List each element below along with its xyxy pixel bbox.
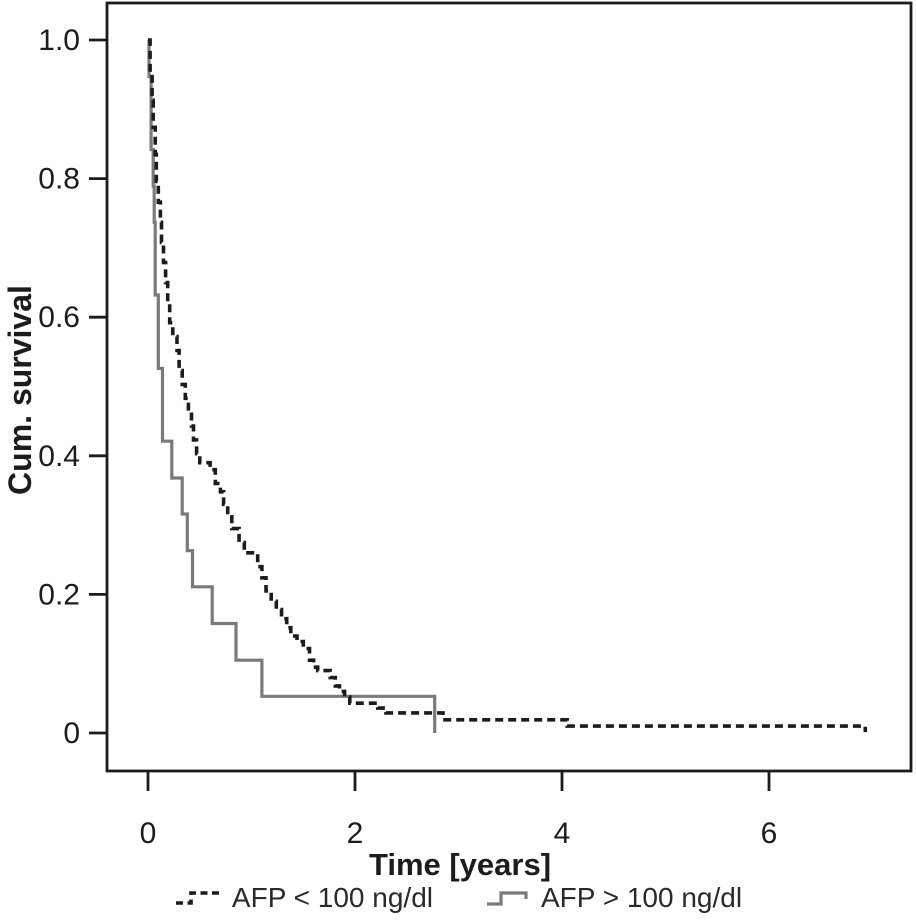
- legend-item-afp-low: AFP < 100 ng/dl: [174, 882, 433, 914]
- y-tick-label: 0.2: [38, 578, 80, 611]
- x-tick-label: 4: [554, 817, 571, 850]
- y-tick-label: 0.6: [38, 301, 80, 334]
- x-axis-title: Time [years]: [368, 847, 552, 882]
- axis-tick-labels: 0 0.2 0.4 0.6 0.8 1.0 0 2 4 6: [38, 24, 777, 850]
- y-tick-label: 0.4: [38, 440, 80, 473]
- legend-label-afp-high: AFP > 100 ng/dl: [541, 882, 743, 913]
- legend-item-afp-high: AFP > 100 ng/dl: [485, 882, 742, 914]
- y-tick-label: 0.8: [38, 163, 80, 196]
- survival-curve-afp-low: [148, 38, 868, 733]
- legend: AFP < 100 ng/dl AFP > 100 ng/dl: [0, 882, 916, 914]
- y-axis-title: Cum. survival: [2, 285, 38, 495]
- solid-step-line-icon: [487, 891, 528, 906]
- y-tick-label: 1.0: [38, 24, 80, 57]
- x-tick-label: 0: [140, 817, 157, 850]
- legend-label-afp-low: AFP < 100 ng/dl: [231, 882, 433, 913]
- x-tick-label: 2: [347, 817, 364, 850]
- plot-border: [105, 1, 913, 773]
- dashed-step-line-icon: [175, 891, 219, 905]
- y-tick-label: 0: [63, 717, 80, 750]
- axis-ticks: [89, 38, 771, 791]
- x-tick-label: 6: [761, 817, 778, 850]
- survival-curve-afp-high: [147, 38, 437, 733]
